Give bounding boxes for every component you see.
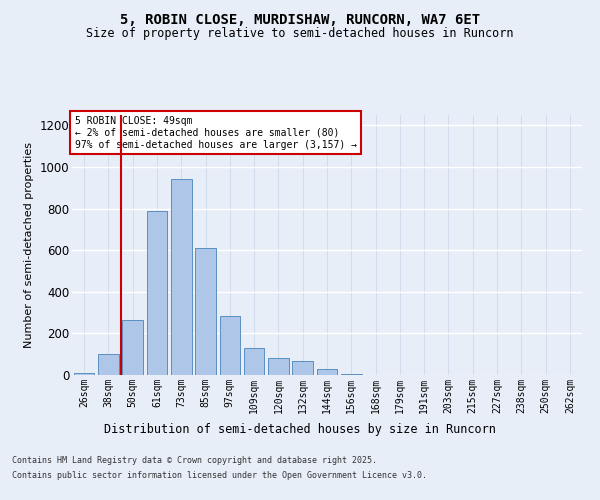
Text: Size of property relative to semi-detached houses in Runcorn: Size of property relative to semi-detach…: [86, 28, 514, 40]
Bar: [220, 316, 240, 375]
Y-axis label: Number of semi-detached properties: Number of semi-detached properties: [24, 142, 34, 348]
Bar: [341, 374, 362, 375]
Bar: [244, 348, 265, 375]
Bar: [268, 358, 289, 375]
Bar: [98, 354, 119, 375]
Text: 5, ROBIN CLOSE, MURDISHAW, RUNCORN, WA7 6ET: 5, ROBIN CLOSE, MURDISHAW, RUNCORN, WA7 …: [120, 12, 480, 26]
Bar: [292, 362, 313, 375]
Bar: [317, 369, 337, 375]
Text: Contains HM Land Registry data © Crown copyright and database right 2025.: Contains HM Land Registry data © Crown c…: [12, 456, 377, 465]
Bar: [74, 373, 94, 375]
Bar: [195, 248, 216, 375]
Bar: [171, 180, 191, 375]
Bar: [146, 210, 167, 375]
Text: 5 ROBIN CLOSE: 49sqm
← 2% of semi-detached houses are smaller (80)
97% of semi-d: 5 ROBIN CLOSE: 49sqm ← 2% of semi-detach…: [74, 116, 356, 150]
Text: Distribution of semi-detached houses by size in Runcorn: Distribution of semi-detached houses by …: [104, 422, 496, 436]
Text: Contains public sector information licensed under the Open Government Licence v3: Contains public sector information licen…: [12, 471, 427, 480]
Bar: [122, 320, 143, 375]
